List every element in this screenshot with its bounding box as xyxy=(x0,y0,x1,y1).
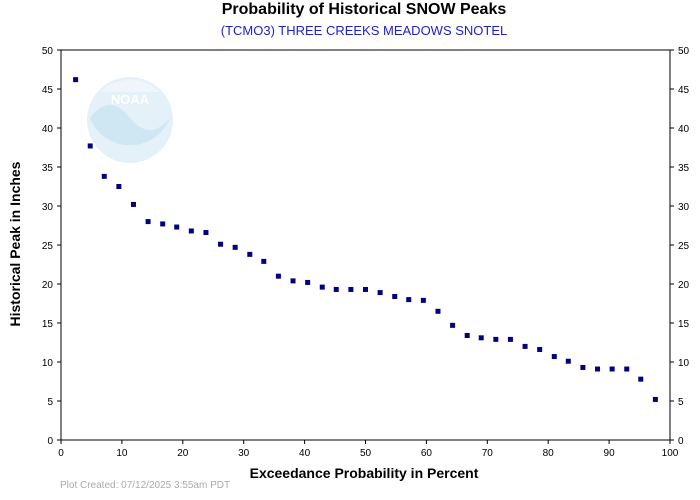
x-tick-label: 20 xyxy=(177,448,189,459)
data-point xyxy=(261,258,267,264)
y-tick-label-right: 35 xyxy=(678,163,690,174)
x-axis-label: Exceedance Probability in Percent xyxy=(249,465,479,481)
chart-title: Probability of Historical SNOW Peaks xyxy=(221,1,507,18)
y-tick-label-right: 5 xyxy=(678,397,684,408)
data-point xyxy=(478,335,484,341)
data-point xyxy=(101,173,107,179)
x-tick-label: 40 xyxy=(299,448,311,459)
y-tick-label-left: 0 xyxy=(47,436,53,447)
y-tick-label-left: 15 xyxy=(42,319,54,330)
data-point xyxy=(174,224,180,230)
data-point xyxy=(305,279,311,285)
noaa-logo-text: NOAA xyxy=(111,92,150,107)
data-point xyxy=(406,297,412,303)
data-point xyxy=(275,273,281,279)
data-point xyxy=(188,228,194,234)
data-point xyxy=(333,286,339,292)
data-point xyxy=(537,347,543,353)
y-tick-label-left: 35 xyxy=(42,163,54,174)
x-tick-label: 100 xyxy=(662,448,679,459)
data-point xyxy=(290,278,296,284)
plot-created-footer: Plot Created: 07/12/2025 3:55am PDT xyxy=(60,480,231,491)
noaa-logo: NOAA xyxy=(87,77,173,163)
data-point xyxy=(73,77,79,83)
y-tick-label-right: 20 xyxy=(678,280,690,291)
data-point xyxy=(116,184,122,189)
y-tick-label-right: 50 xyxy=(678,46,690,57)
data-point xyxy=(450,322,456,328)
data-point xyxy=(87,143,93,149)
data-point xyxy=(507,336,513,342)
data-points xyxy=(73,77,658,402)
x-tick-label: 60 xyxy=(421,448,433,459)
y-tick-label-right: 0 xyxy=(678,436,684,447)
data-point xyxy=(319,284,325,290)
y-tick-label-left: 10 xyxy=(42,358,54,369)
data-point xyxy=(522,343,528,349)
data-point xyxy=(392,293,398,299)
data-point xyxy=(551,354,557,360)
data-point xyxy=(464,332,470,338)
x-tick-label: 30 xyxy=(238,448,250,459)
y-tick-label-left: 5 xyxy=(47,397,53,408)
data-point xyxy=(130,201,136,207)
data-point xyxy=(420,297,426,303)
y-tick-label-right: 25 xyxy=(678,241,690,252)
data-point xyxy=(145,219,151,225)
data-point xyxy=(652,396,658,402)
y-tick-label-left: 25 xyxy=(42,241,54,252)
data-point xyxy=(435,308,441,314)
data-point xyxy=(377,290,383,296)
data-point xyxy=(624,366,630,372)
x-tick-label: 70 xyxy=(482,448,494,459)
y-tick-label-right: 10 xyxy=(678,358,690,369)
x-tick-label: 50 xyxy=(360,448,372,459)
y-tick-label-left: 45 xyxy=(42,85,54,96)
data-point xyxy=(247,251,253,257)
y-tick-label-right: 40 xyxy=(678,124,690,135)
data-point xyxy=(218,241,224,247)
data-point xyxy=(160,221,166,227)
data-point xyxy=(580,364,586,370)
data-point xyxy=(595,366,601,372)
y-axis-label: Historical Peak in Inches xyxy=(7,161,23,327)
data-point xyxy=(348,286,354,292)
data-point xyxy=(609,366,615,372)
y-tick-label-right: 15 xyxy=(678,319,690,330)
data-point xyxy=(493,336,499,342)
x-tick-label: 90 xyxy=(604,448,616,459)
data-point xyxy=(565,358,571,364)
data-point xyxy=(232,244,238,250)
x-tick-label: 10 xyxy=(116,448,128,459)
y-tick-label-left: 50 xyxy=(42,46,54,57)
y-tick-label-right: 45 xyxy=(678,85,690,96)
data-point xyxy=(363,286,368,292)
y-tick-label-left: 40 xyxy=(42,124,54,135)
x-tick-label: 0 xyxy=(58,448,64,459)
y-tick-label-left: 30 xyxy=(42,202,54,213)
y-tick-label-left: 20 xyxy=(42,280,54,291)
data-point xyxy=(638,376,644,382)
chart-subtitle: (TCMO3) THREE CREEKS MEADOWS SNOTEL xyxy=(220,23,508,38)
y-tick-label-right: 30 xyxy=(678,202,690,213)
data-point xyxy=(203,230,209,236)
x-tick-label: 80 xyxy=(543,448,555,459)
